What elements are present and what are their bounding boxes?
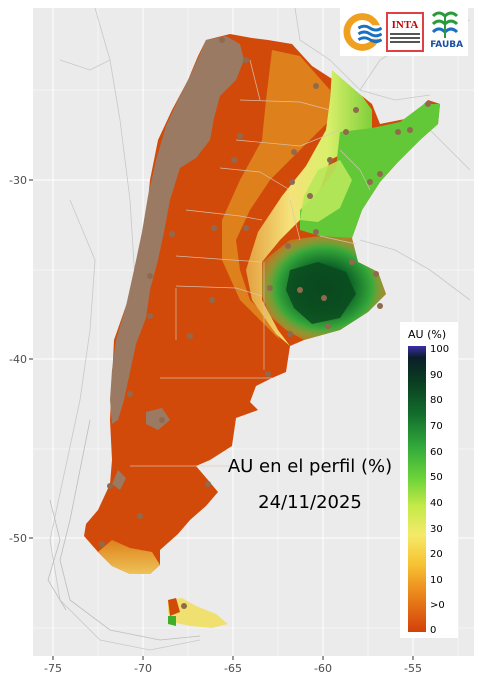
station-dot <box>297 287 303 293</box>
station-dot <box>327 157 333 163</box>
inta-stripes-icon <box>389 33 420 43</box>
station-dot <box>127 391 133 397</box>
station-dot <box>289 179 295 185</box>
legend-label: 80 <box>430 395 443 406</box>
province-borders <box>130 59 371 467</box>
map-title-line1: AU en el perfil (%) <box>228 456 392 477</box>
legend-label: 0 <box>430 625 437 636</box>
station-dot <box>147 273 153 279</box>
legend-title: AU (%) <box>408 328 447 341</box>
station-dot <box>243 225 249 231</box>
station-dot <box>373 271 379 277</box>
fauba-logo: FAUBA <box>428 10 465 54</box>
station-dot <box>205 481 211 487</box>
x-tick-label: -75 <box>44 662 62 675</box>
station-dot <box>313 83 319 89</box>
station-dot <box>147 313 153 319</box>
station-dot <box>209 297 215 303</box>
fauba-plant-icon <box>431 11 458 38</box>
x-tick-label: -70 <box>134 662 152 675</box>
neighbor-borders <box>49 8 471 651</box>
station-dot <box>99 541 105 547</box>
station-dot <box>219 37 225 43</box>
inta-logo: INTA <box>385 12 425 52</box>
fauba-logo-text: FAUBA <box>430 40 464 50</box>
y-tick-label: -40 <box>9 353 27 366</box>
station-dot <box>325 323 331 329</box>
station-points <box>99 37 431 609</box>
andes-mask-patch-2 <box>112 470 126 490</box>
station-dot <box>321 295 327 301</box>
y-tick-label: -30 <box>9 174 27 187</box>
tierra-del-fuego-red <box>168 598 180 616</box>
station-dot <box>137 513 143 519</box>
station-dot <box>265 371 271 377</box>
station-dot <box>243 57 249 63</box>
legend-label: 60 <box>430 447 443 458</box>
institution-logo-icon <box>343 13 382 51</box>
color-legend: AU (%) 100 90 80 70 60 50 40 30 20 10 >0… <box>400 322 458 638</box>
station-dot <box>291 149 297 155</box>
station-dot <box>169 231 175 237</box>
tierra-del-fuego-green <box>168 616 176 626</box>
mesopotamia-lime-region <box>300 160 352 222</box>
station-dot <box>367 179 373 185</box>
station-dot <box>307 193 313 199</box>
south-orange-region <box>98 540 160 574</box>
station-dot <box>353 107 359 113</box>
andes-mask-patch <box>146 408 170 430</box>
legend-label: 50 <box>430 472 443 483</box>
legend-label: 30 <box>430 524 443 535</box>
andes-mask-region <box>110 36 244 424</box>
legend-label: 70 <box>430 421 443 432</box>
station-dot <box>407 127 413 133</box>
station-dot <box>211 225 217 231</box>
x-axis <box>52 656 414 660</box>
station-dot <box>377 171 383 177</box>
inta-logo-text: INTA <box>391 19 419 31</box>
station-dot <box>377 303 383 309</box>
x-tick-label: -60 <box>314 662 332 675</box>
station-dot <box>231 157 237 163</box>
station-dot <box>395 129 401 135</box>
station-dot <box>267 285 273 291</box>
x-tick-label: -65 <box>224 662 242 675</box>
station-dot <box>107 483 113 489</box>
station-dot <box>187 333 193 339</box>
station-dot <box>237 133 243 139</box>
station-dot <box>313 229 319 235</box>
chile-coast <box>47 419 201 641</box>
map-title-line2: 24/11/2025 <box>258 492 362 513</box>
station-dot <box>181 603 187 609</box>
station-dot <box>287 331 293 337</box>
logo-strip: INTA FAUBA <box>340 8 468 56</box>
legend-label: >0 <box>430 600 445 611</box>
legend-label: 90 <box>430 370 443 381</box>
y-tick-label: -50 <box>9 532 27 545</box>
station-dot <box>159 417 165 423</box>
station-dot <box>343 129 349 135</box>
legend-label: 20 <box>430 549 443 560</box>
x-tick-label: -55 <box>404 662 422 675</box>
station-dot <box>425 101 431 107</box>
legend-colorbar <box>408 346 426 632</box>
legend-label: 100 <box>430 344 450 355</box>
orange-band-region <box>222 50 330 340</box>
station-dot <box>285 243 291 249</box>
buenos-aires-core <box>286 262 356 324</box>
legend-label: 10 <box>430 575 443 586</box>
station-dot <box>349 259 355 265</box>
legend-label: 40 <box>430 498 443 509</box>
y-axis <box>29 179 33 539</box>
